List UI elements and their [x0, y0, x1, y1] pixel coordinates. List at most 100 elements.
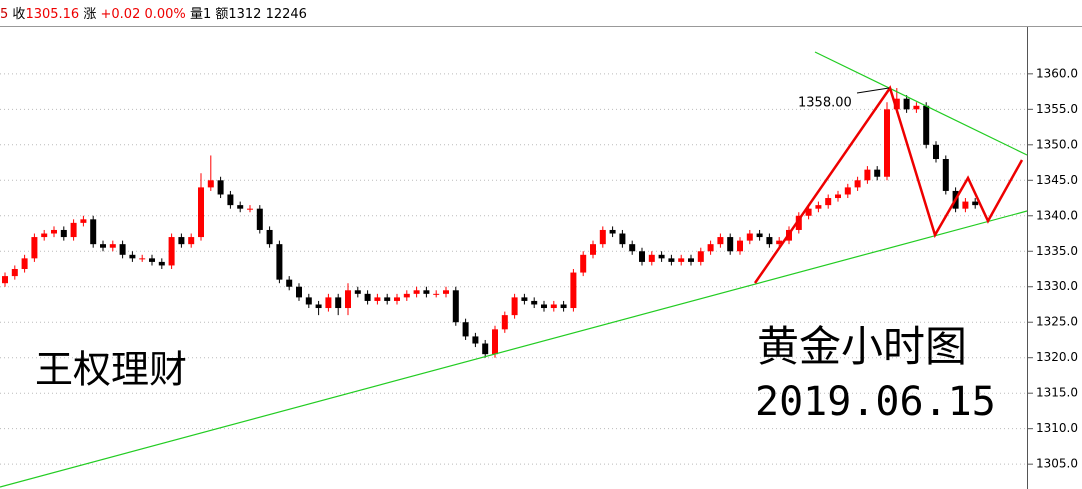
- candle-body: [119, 244, 126, 255]
- candle-body: [452, 290, 459, 323]
- candle-body: [933, 144, 939, 159]
- candle-body: [923, 105, 930, 145]
- candle-body: [825, 198, 832, 206]
- candle-body: [550, 304, 557, 309]
- candle-body: [31, 237, 38, 259]
- candle-body: [325, 297, 332, 309]
- candle-body: [335, 297, 342, 309]
- candle-body: [462, 322, 469, 337]
- y-tick-label: 1350.0: [1036, 137, 1078, 151]
- support-line: [0, 210, 1028, 488]
- candle-body: [766, 237, 773, 245]
- candle-body: [2, 276, 8, 284]
- grid: 1305.0 1310.0 1315.0 1320.0 1325.0 1330.0 1335…: [0, 66, 1078, 471]
- change-label: 涨: [83, 7, 96, 22]
- candle-body: [688, 258, 694, 262]
- candle-body: [492, 329, 498, 355]
- candle-body: [737, 240, 743, 252]
- candle-body: [482, 343, 489, 355]
- candle-body: [560, 304, 567, 309]
- y-tick-label: 1315.0: [1036, 386, 1078, 400]
- candle-body: [247, 208, 253, 210]
- candle-body: [158, 261, 165, 266]
- candle-body: [403, 293, 410, 298]
- candle-body: [207, 180, 214, 188]
- y-tick-label: 1325.0: [1036, 315, 1078, 329]
- candle-body: [864, 169, 871, 181]
- header: 5 收1305.16 涨 +0.02 0.00% 量1 额1312 12246: [0, 7, 307, 22]
- candle-body: [51, 229, 57, 234]
- candle-body: [256, 208, 263, 230]
- y-tick-label: 1340.0: [1036, 208, 1078, 222]
- change-value: +0.02: [101, 7, 141, 22]
- candle-body: [374, 297, 381, 301]
- candle-body: [423, 290, 430, 294]
- trend-lines: [0, 51, 1028, 488]
- candle-body: [305, 297, 312, 305]
- header-prefix: 5: [0, 7, 8, 22]
- amount: 额1312: [215, 7, 261, 22]
- candle-body: [903, 98, 910, 110]
- candle-body: [227, 194, 234, 206]
- candles: [2, 88, 979, 358]
- candle-body: [893, 98, 900, 110]
- candle-body: [443, 290, 449, 294]
- candle-body: [345, 290, 351, 309]
- candle-body: [511, 297, 518, 316]
- candle-body: [90, 219, 97, 245]
- resistance-line: [814, 51, 1028, 156]
- candle-body: [139, 258, 146, 260]
- candle-body: [913, 105, 920, 110]
- chart-title: 黄金小时图: [757, 322, 967, 371]
- candle-body: [570, 272, 577, 309]
- candle-body: [178, 237, 185, 245]
- y-tick-label: 1305.0: [1036, 457, 1078, 471]
- candle-body: [707, 244, 714, 252]
- candle-body: [609, 229, 616, 234]
- candle-body: [590, 244, 596, 255]
- close-value: 1305.16: [25, 7, 79, 22]
- y-tick-label: 1345.0: [1036, 173, 1078, 187]
- chart-subtitle: 2019.06.15: [755, 379, 996, 425]
- candle-body: [648, 254, 655, 262]
- candle-body: [384, 297, 391, 301]
- peak-label: 1358.00: [798, 96, 852, 111]
- candle-body: [80, 219, 87, 223]
- candle-body: [217, 180, 224, 195]
- candle-body: [805, 208, 812, 216]
- candle-body: [266, 229, 273, 245]
- candle-body: [100, 244, 106, 248]
- candle-body: [315, 304, 322, 309]
- candle-body: [962, 201, 969, 209]
- candle-body: [41, 233, 48, 238]
- candle-body: [678, 258, 685, 262]
- candle-body: [599, 229, 606, 245]
- candle-body: [746, 233, 753, 241]
- candle-body: [639, 251, 645, 262]
- candle-body: [354, 290, 361, 294]
- peak-pointer: [856, 87, 890, 94]
- candle-body: [541, 304, 547, 309]
- extra: 12246: [266, 7, 307, 22]
- candle-body: [129, 254, 136, 259]
- candle-body: [874, 169, 881, 177]
- candle-body: [11, 269, 18, 277]
- candle-body: [658, 254, 665, 259]
- candle-body: [286, 279, 293, 287]
- candle-body: [433, 293, 440, 295]
- candle-body: [580, 254, 587, 273]
- candle-body: [521, 297, 528, 301]
- change-pct: 0.00%: [144, 7, 185, 22]
- y-tick-label: 1320.0: [1036, 350, 1078, 364]
- zigzag: [753, 85, 1024, 284]
- candle-body: [844, 187, 851, 195]
- candle-body: [60, 229, 67, 238]
- candle-body: [854, 180, 861, 188]
- candle-body: [168, 237, 175, 266]
- candle-body: [668, 258, 675, 262]
- candle-body: [109, 244, 116, 248]
- candle-body: [727, 237, 734, 252]
- y-tick-label: 1310.0: [1036, 421, 1078, 435]
- close-label: 收: [12, 7, 25, 22]
